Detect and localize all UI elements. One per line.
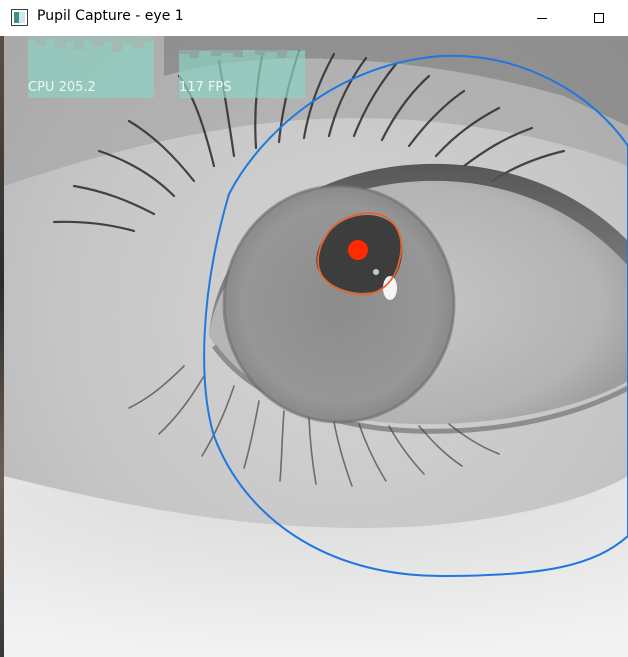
title-bar[interactable]: Pupil Capture - eye 1 <box>0 0 628 36</box>
cpu-graph <box>28 36 154 98</box>
pupil-capture-app-icon <box>11 9 28 26</box>
pupil-center-dot <box>348 240 368 260</box>
upper-lid-shadow <box>4 36 628 186</box>
minimize-button[interactable] <box>519 0 565 36</box>
eye-camera-image <box>4 36 628 657</box>
fps-label: 117 FPS <box>179 80 232 95</box>
pupil-outline <box>317 212 403 296</box>
eye-model-circle <box>203 54 628 578</box>
background-window-edge <box>0 36 4 657</box>
lower-cheek <box>4 476 628 657</box>
window-title: Pupil Capture - eye 1 <box>37 8 184 24</box>
corneal-glint <box>383 276 397 300</box>
lower-eyelashes <box>128 365 500 487</box>
fps-graph <box>179 50 305 98</box>
cpu-label: CPU 205.2 <box>28 80 96 95</box>
maximize-icon <box>594 13 604 23</box>
maximize-button[interactable] <box>576 0 622 36</box>
minimize-icon <box>537 18 547 19</box>
eye-camera-view[interactable]: CPU 205.2 117 FPS <box>4 36 628 657</box>
